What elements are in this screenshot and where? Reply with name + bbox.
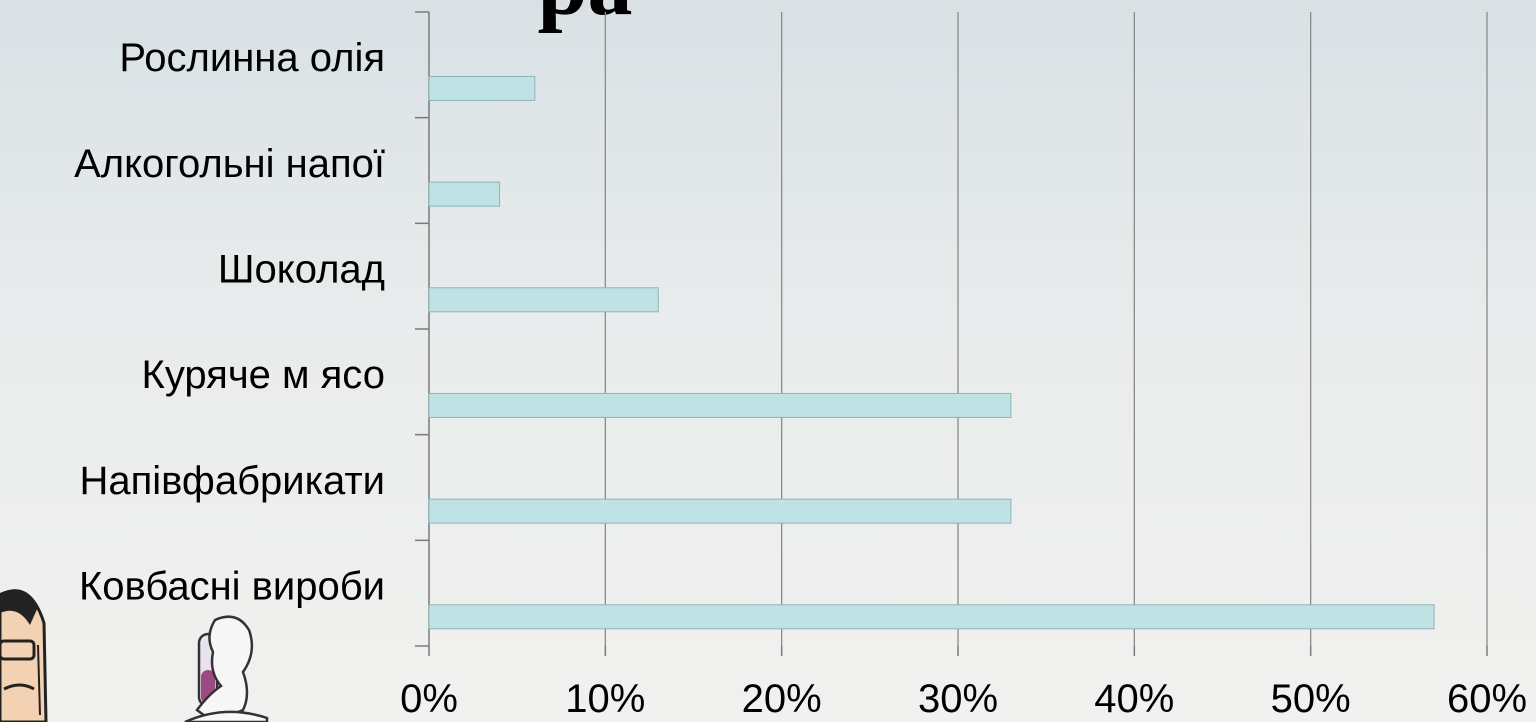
chart-title-fragment: ра [537,0,632,34]
bar [428,287,659,313]
bar [428,604,1435,630]
category-labels: Рослинна олія Алкогольні напої Шоколад Куря… [74,36,385,608]
x-tick-label: 10% [565,677,645,721]
x-tick-label: 50% [1271,677,1351,721]
category-label: Алкогольні напої [74,142,385,186]
gridlines [604,12,1488,646]
category-label: Рослинна олія [119,36,385,80]
test-tube-hand-icon [184,615,269,722]
bars [428,75,1435,630]
category-label: Куряче м ясо [142,353,385,397]
bar [428,181,501,207]
x-tick-label: 30% [918,677,998,721]
bar [428,498,1012,524]
bar [428,392,1012,418]
category-label: Ковбасні вироби [79,565,385,609]
x-tick-label: 0% [400,677,458,721]
category-label: Напівфабрикати [79,459,385,503]
x-tick-label: 40% [1094,677,1174,721]
x-tick-label: 60% [1447,677,1527,721]
category-label: Шоколад [218,248,385,292]
x-tick-labels: 0% 10% 20% 30% 40% 50% 60% [400,677,1527,721]
category-axis [415,11,1488,656]
bar [428,75,536,101]
x-tick-label: 20% [742,677,822,721]
scientist-face-icon [0,589,48,722]
